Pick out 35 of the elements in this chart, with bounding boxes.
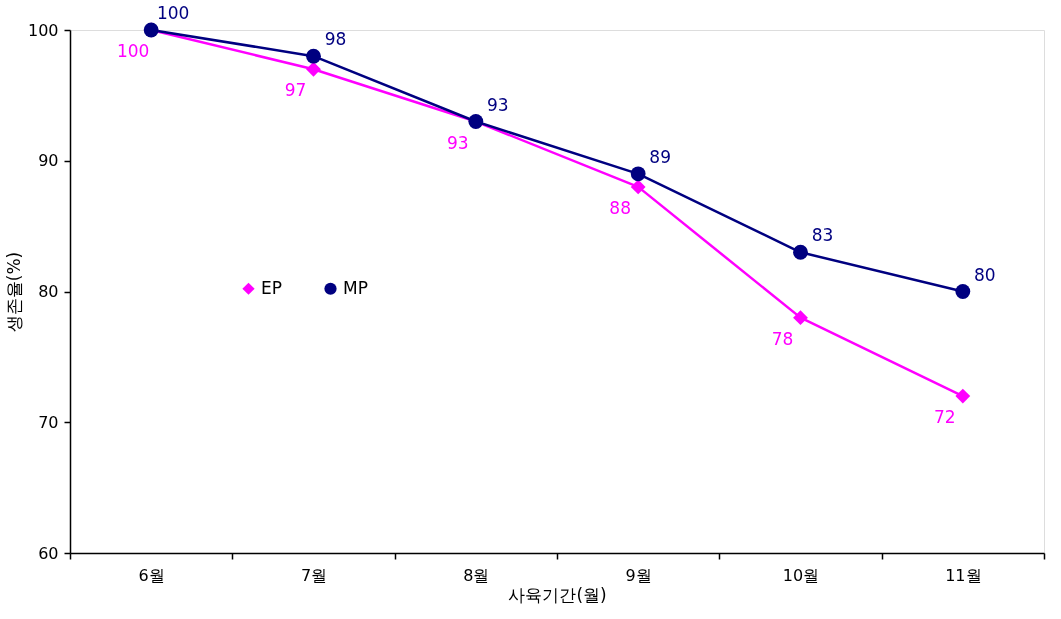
point bbox=[793, 310, 808, 326]
data-label: 72 bbox=[934, 407, 956, 428]
x-tick-label: 11월 bbox=[945, 565, 982, 585]
data-label: 100 bbox=[156, 3, 190, 23]
x-tick-label: 10월 bbox=[782, 565, 820, 585]
data-label: 98 bbox=[324, 29, 347, 50]
point bbox=[306, 61, 321, 77]
point bbox=[793, 244, 808, 260]
y-tick-label: 90 bbox=[38, 151, 59, 171]
data-label: 83 bbox=[811, 225, 834, 246]
x-axis-title: 사육기간(월) bbox=[508, 584, 607, 605]
data-label: 97 bbox=[284, 80, 307, 101]
point bbox=[630, 179, 646, 195]
data-label: 78 bbox=[771, 328, 794, 349]
y-tick-label: 70 bbox=[38, 412, 59, 432]
data-label: 93 bbox=[487, 94, 509, 115]
y-axis-title: 생존율(%) bbox=[3, 251, 24, 333]
point bbox=[955, 284, 971, 299]
data-label: 93 bbox=[447, 132, 469, 153]
data-label: 89 bbox=[649, 146, 671, 167]
x-tick-label: 6월 bbox=[138, 565, 165, 585]
x-tick-label: 9월 bbox=[625, 565, 652, 585]
legend-label: EP bbox=[261, 277, 282, 298]
legend-label: MP bbox=[343, 277, 368, 298]
y-tick-label: 60 bbox=[38, 543, 59, 563]
x-tick-label: 8월 bbox=[463, 565, 490, 585]
y-tick-label: 100 bbox=[27, 20, 59, 40]
point bbox=[955, 388, 971, 404]
data-label: 100 bbox=[116, 41, 150, 61]
y-tick-label: 80 bbox=[38, 282, 59, 301]
x-tick-label: 7월 bbox=[300, 565, 328, 585]
point bbox=[630, 166, 646, 182]
point bbox=[306, 48, 321, 64]
data-label: 80 bbox=[974, 264, 996, 285]
data-label: 88 bbox=[609, 197, 631, 218]
